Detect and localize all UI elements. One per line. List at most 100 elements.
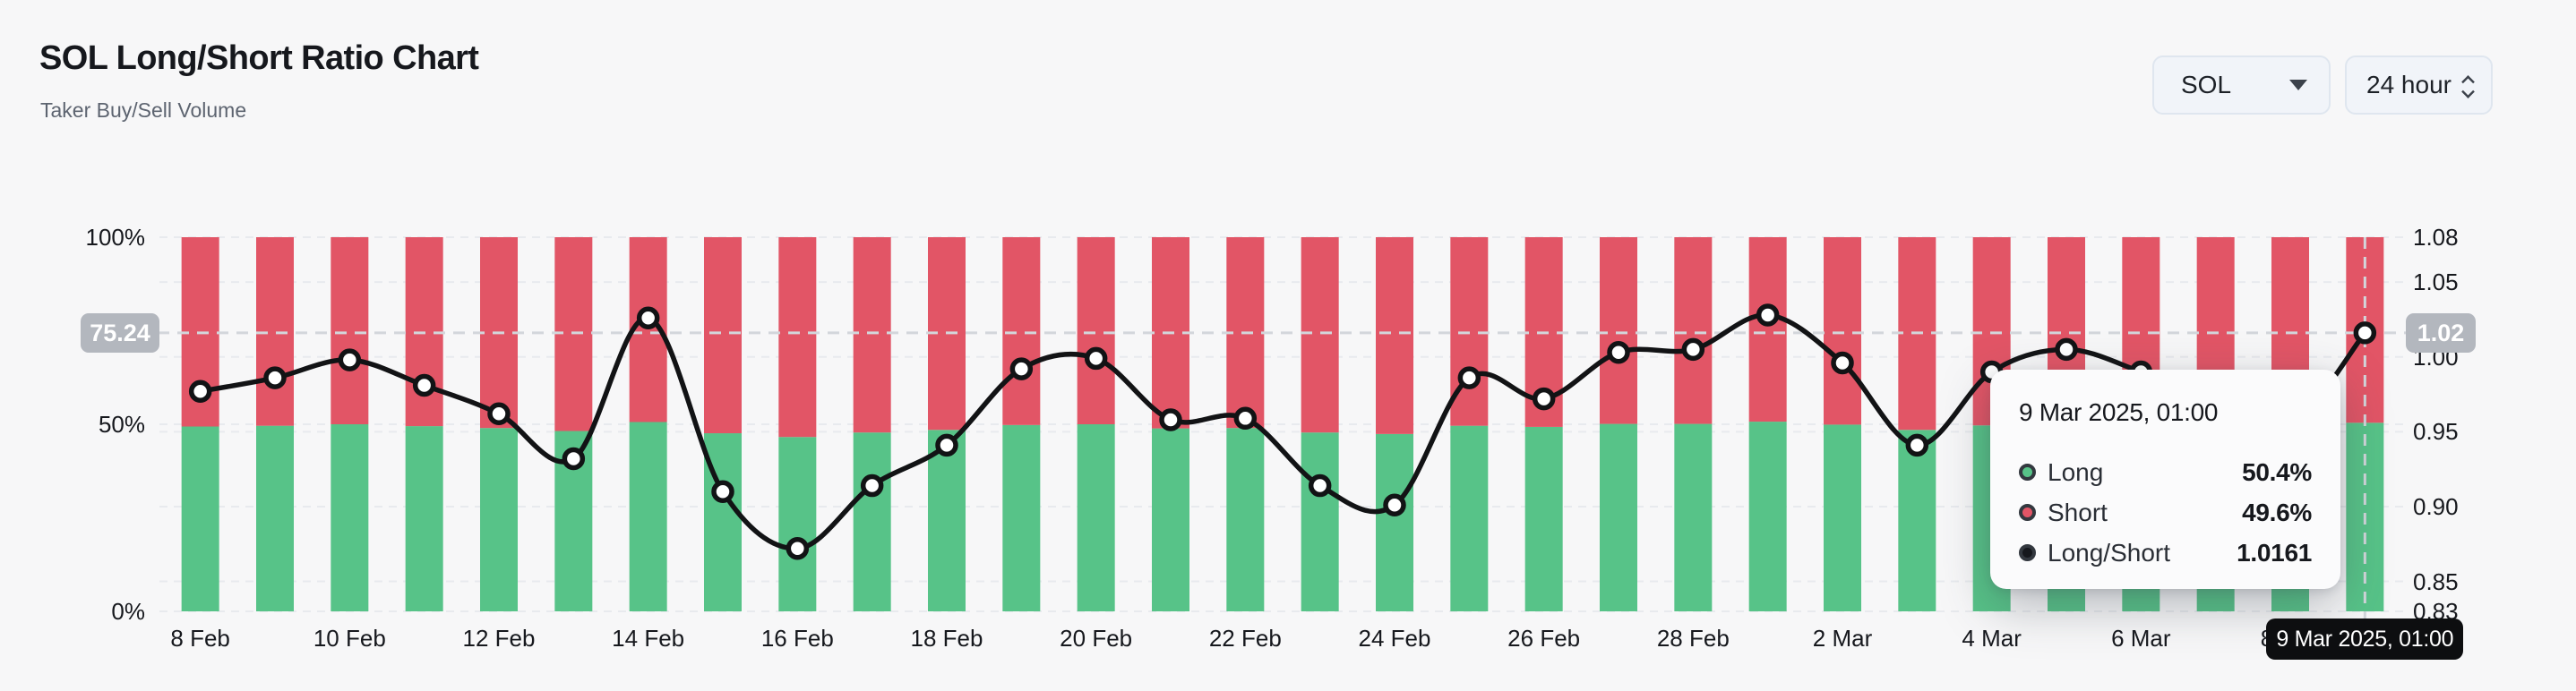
- data-point-marker: [1532, 387, 1556, 411]
- short-bar[interactable]: [256, 237, 294, 426]
- data-point-marker: [711, 480, 734, 503]
- short-bar[interactable]: [1002, 237, 1041, 425]
- interval-select[interactable]: 24 hour: [2345, 55, 2493, 115]
- x-axis-tick: 8 Feb: [170, 625, 230, 652]
- x-axis-tick: 4 Mar: [1962, 625, 2022, 652]
- data-point-marker: [860, 473, 884, 498]
- tooltip-row-ratio: Long/Short 1.0161: [2019, 533, 2312, 573]
- page-title: SOL Long/Short Ratio Chart: [39, 39, 479, 77]
- tooltip-row-short: Short 49.6%: [2019, 492, 2312, 533]
- data-point-marker: [1308, 473, 1332, 498]
- data-point-marker: [338, 348, 362, 371]
- crosshair-date-badge: 9 Mar 2025, 01:00: [2266, 618, 2464, 660]
- data-point-marker: [562, 447, 586, 471]
- chart-tooltip: 9 Mar 2025, 01:00 Long 50.4% Short 49.6%…: [1990, 370, 2340, 589]
- x-axis-tick: 26 Feb: [1507, 625, 1581, 652]
- left-axis-tick: 100%: [85, 224, 146, 251]
- data-point-marker: [2055, 337, 2078, 362]
- short-bar[interactable]: [1600, 237, 1637, 424]
- data-point-marker: [412, 373, 436, 397]
- symbol-select-value: SOL: [2181, 71, 2232, 98]
- long-bar[interactable]: [1898, 430, 1936, 611]
- long-bar[interactable]: [1226, 428, 1265, 611]
- left-axis-tick: 0%: [111, 598, 145, 625]
- interval-select-value: 24 hour: [2366, 71, 2451, 98]
- long-bar[interactable]: [181, 426, 219, 611]
- right-axis-tick: 0.95: [2413, 418, 2459, 446]
- long-bar[interactable]: [1748, 422, 1787, 611]
- data-point-marker: [1084, 346, 1108, 371]
- chart-controls: SOL 24 hour: [2152, 55, 2493, 115]
- long-bar[interactable]: [1524, 426, 1563, 611]
- long-bar[interactable]: [928, 430, 966, 611]
- long-bar[interactable]: [405, 426, 443, 611]
- short-bar[interactable]: [704, 237, 742, 434]
- short-bar[interactable]: [1301, 237, 1339, 433]
- long-bar[interactable]: [853, 432, 891, 611]
- crosshair-right-axis-badge: 1.02: [2406, 312, 2476, 353]
- long-bar[interactable]: [331, 424, 369, 611]
- short-bar[interactable]: [853, 237, 891, 433]
- long-bar[interactable]: [1376, 433, 1413, 611]
- short-marker-icon: [2019, 504, 2036, 521]
- up-down-chevrons-icon: [2462, 76, 2477, 94]
- long-bar[interactable]: [1824, 424, 1861, 611]
- data-point-marker: [188, 380, 212, 403]
- x-axis-tick: 18 Feb: [910, 625, 983, 652]
- x-axis-tick: 28 Feb: [1656, 625, 1730, 652]
- short-bar[interactable]: [778, 237, 817, 438]
- x-axis-tick: 2 Mar: [1812, 625, 1873, 652]
- data-point-marker: [1233, 406, 1258, 431]
- right-axis-tick: 1.08: [2413, 224, 2459, 251]
- short-bar[interactable]: [1748, 237, 1787, 422]
- data-point-marker: [1607, 340, 1630, 364]
- long-bar[interactable]: [629, 422, 667, 611]
- long-bar[interactable]: [1077, 424, 1115, 611]
- long-bar[interactable]: [778, 437, 817, 611]
- chevron-down-icon: [2289, 80, 2307, 90]
- long-bar[interactable]: [1450, 425, 1489, 611]
- x-axis-tick: 10 Feb: [313, 625, 386, 652]
- x-axis-tick: 22 Feb: [1208, 625, 1282, 652]
- data-point-marker: [1756, 303, 1780, 327]
- data-point-marker: [935, 433, 958, 457]
- x-axis-tick: 20 Feb: [1060, 625, 1133, 652]
- long-bar[interactable]: [1600, 423, 1637, 611]
- data-point-marker: [1009, 357, 1034, 380]
- long-bar[interactable]: [1301, 432, 1339, 611]
- short-bar[interactable]: [1376, 237, 1413, 434]
- short-bar[interactable]: [1077, 237, 1115, 424]
- ratio-marker-icon: [2019, 544, 2036, 561]
- long-bar[interactable]: [480, 428, 518, 611]
- short-bar[interactable]: [1674, 237, 1713, 424]
- data-point-marker: [263, 366, 287, 389]
- data-point-marker: [636, 306, 660, 330]
- right-axis-tick: 0.85: [2413, 567, 2459, 595]
- data-point-marker: [1383, 493, 1406, 517]
- tooltip-title: 9 Mar 2025, 01:00: [2019, 398, 2219, 426]
- right-axis-tick: 1.05: [2413, 269, 2459, 296]
- tooltip-row-long: Long 50.4%: [2019, 452, 2312, 492]
- x-axis-tick: 14 Feb: [612, 625, 685, 652]
- short-bar[interactable]: [1824, 237, 1861, 425]
- long-marker-icon: [2019, 464, 2036, 481]
- long-bar[interactable]: [256, 425, 294, 611]
- tooltip-long-label: Long: [2048, 457, 2104, 486]
- long-bar[interactable]: [1152, 428, 1189, 611]
- tooltip-long-value: 50.4%: [2242, 457, 2312, 486]
- tooltip-short-value: 49.6%: [2242, 498, 2312, 526]
- page-subtitle: Taker Buy/Sell Volume: [40, 98, 247, 122]
- crosshair-left-axis-badge: 75.24: [81, 312, 159, 353]
- x-axis-tick: 6 Mar: [2111, 625, 2171, 652]
- short-bar[interactable]: [331, 237, 369, 424]
- left-axis-tick: 50%: [98, 411, 145, 438]
- tooltip-ratio-value: 1.0161: [2237, 538, 2312, 567]
- long-bar[interactable]: [1002, 424, 1041, 611]
- x-axis-tick: 24 Feb: [1358, 625, 1431, 652]
- symbol-select[interactable]: SOL: [2152, 55, 2331, 115]
- long-bar[interactable]: [1674, 423, 1713, 611]
- data-point-marker: [1159, 408, 1182, 431]
- data-point-marker: [2353, 321, 2377, 345]
- data-point-marker: [1905, 433, 1929, 457]
